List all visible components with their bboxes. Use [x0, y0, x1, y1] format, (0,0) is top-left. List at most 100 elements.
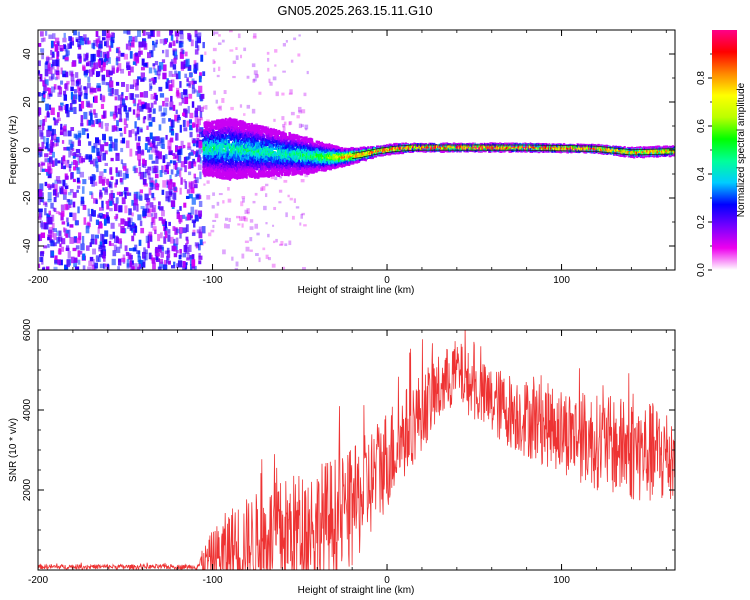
spectrogram-cell	[252, 147, 256, 150]
spectrogram-cell	[63, 165, 66, 170]
spectrogram-cell	[63, 125, 67, 132]
spectrogram-cell	[243, 124, 247, 129]
spectrogram-cell	[83, 53, 86, 62]
spectrogram-cell	[184, 73, 188, 78]
spectrogram-cell	[278, 189, 283, 193]
spectrogram-cell	[212, 224, 215, 229]
spectrogram-cell	[150, 50, 154, 58]
spectrogram-cell	[169, 107, 173, 111]
spectrogram-cell	[190, 187, 195, 194]
spectrogram-cell	[191, 232, 196, 237]
spectrogram-cell	[80, 37, 84, 46]
spectrogram-cell	[169, 188, 172, 197]
spectrogram-cell	[102, 152, 106, 161]
spectrogram-cell	[64, 83, 68, 89]
spectrogram-cell	[158, 124, 162, 131]
spectrogram-cell	[51, 160, 55, 167]
spectrogram-cell	[118, 118, 123, 123]
spectrogram-cell	[278, 172, 281, 175]
spectrogram-cell	[172, 40, 176, 47]
spectrogram-cell	[131, 212, 134, 217]
spectrogram-cell	[253, 78, 257, 82]
spectrogram-cell	[103, 58, 107, 63]
spectrogram-cell	[75, 38, 79, 42]
spectrogram-cell	[239, 172, 242, 174]
spectrogram-cell	[229, 145, 231, 149]
spectrogram-cell	[140, 78, 145, 82]
spectrogram-cell	[99, 207, 102, 211]
spectrogram-cell	[242, 169, 245, 174]
spectrogram-cell	[69, 103, 73, 111]
spectrogram-cell	[147, 166, 152, 171]
spectrogram-cell	[213, 150, 217, 154]
spectrogram-cell	[270, 176, 275, 180]
spectrogram-cell	[77, 250, 81, 257]
spectrogram-cell	[207, 171, 211, 175]
spectrogram-cell	[140, 150, 145, 156]
spectrogram-cell	[58, 212, 63, 216]
spectrogram-cell	[254, 172, 258, 176]
spectrogram-cell	[52, 33, 56, 39]
spectrogram-cell	[187, 105, 190, 114]
spectrogram-cell	[159, 206, 164, 211]
spectrogram-cell	[167, 140, 172, 147]
spectrogram-cell	[121, 137, 126, 144]
spectrogram-cell	[44, 62, 49, 69]
spectrogram-cell	[137, 99, 142, 105]
spectrogram-cell	[38, 208, 43, 213]
spectrogram-cell	[168, 84, 173, 92]
spectrogram-cell	[46, 216, 50, 225]
spectrogram-cell	[212, 219, 217, 222]
spectrogram-cell	[56, 41, 60, 46]
spectrogram-cell	[281, 147, 285, 151]
spectrogram-cell	[65, 233, 68, 238]
spectrogram-cell	[286, 138, 289, 141]
spectrogram-cell	[265, 183, 269, 187]
spectrogram-cell	[92, 248, 97, 255]
spectrogram-cell	[173, 49, 178, 56]
spectrogram-cell	[255, 149, 259, 152]
spectrogram-cell	[195, 124, 199, 132]
spectrogram-cell	[133, 197, 138, 206]
spectrogram-cell	[212, 192, 215, 196]
spectrogram-cell	[224, 217, 229, 221]
spectrogram-cell	[278, 173, 281, 177]
spectrogram-cell	[99, 241, 103, 248]
spectrogram-cell	[179, 206, 182, 211]
spectrogram-cell	[197, 118, 201, 126]
spectrogram-cell	[136, 203, 139, 212]
spectrogram-cell	[120, 147, 124, 153]
spectrogram-cell	[110, 41, 114, 48]
spectrogram-cell	[38, 213, 41, 218]
spectrogram-cell	[169, 101, 174, 110]
spectrogram-cell	[82, 265, 86, 270]
spectrogram-cell	[46, 137, 49, 144]
spectrogram-cell	[151, 217, 155, 224]
spectrogram-cell	[172, 64, 177, 70]
spectrogram-cell	[88, 141, 92, 146]
spectrogram-cell	[126, 65, 131, 71]
spectrogram-cell	[222, 249, 226, 255]
spectrogram-cell	[97, 226, 100, 234]
spectrogram-cell	[63, 128, 67, 137]
spectrogram-cell	[145, 168, 149, 174]
spectrogram-cell	[66, 217, 69, 223]
spectrogram-cell	[44, 153, 49, 158]
spectrogram-cell	[297, 138, 301, 141]
spectrogram-cell	[128, 208, 132, 216]
spectrogram-cell	[95, 31, 99, 37]
spectrogram-cell	[270, 133, 273, 136]
spectrogram-cell	[38, 216, 42, 220]
spectrogram-cell	[152, 136, 156, 144]
spectrogram-cell	[165, 196, 170, 202]
spectrogram-cell	[192, 229, 196, 235]
spectrogram-cell	[261, 135, 266, 140]
spectrogram-cell	[204, 121, 208, 125]
spectrogram-cell	[210, 151, 212, 155]
spectrogram-cell	[188, 80, 192, 88]
spectrogram-cell	[224, 140, 228, 144]
spectrogram-cell	[172, 104, 176, 111]
spectrogram-cell	[178, 214, 183, 223]
spectrogram-cell	[170, 265, 176, 269]
spectrogram-cell	[72, 212, 77, 221]
